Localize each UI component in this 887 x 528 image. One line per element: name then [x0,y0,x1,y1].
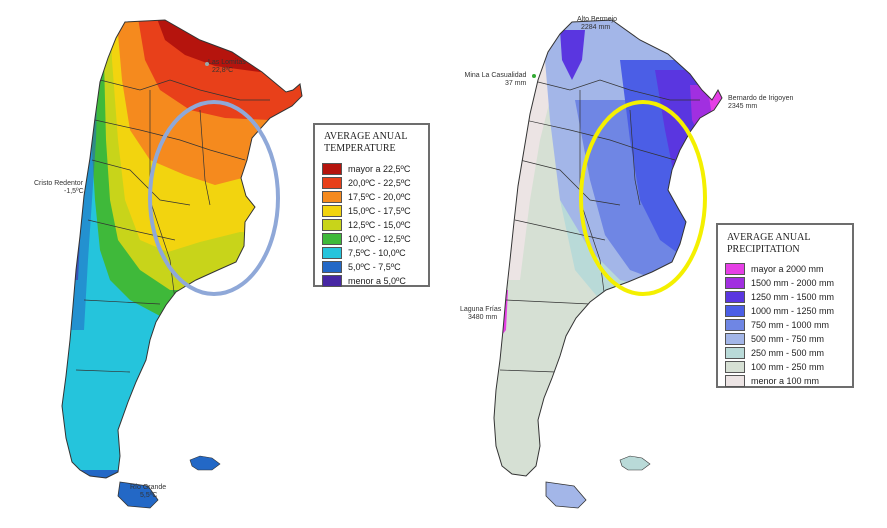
province-borders [75,79,270,373]
legend-label: 7,5ºC - 10,0ºC [348,247,406,258]
place-name: Cristo Redentor [34,180,84,187]
legend-swatch [322,274,342,287]
legend-label: mayor a 22,5ºC [348,163,411,174]
legend-item: 1250 mm - 1500 mm [725,290,834,303]
legend-swatch [322,176,342,189]
legend-item: 10,0ºC - 12,5ºC [322,232,411,245]
prec-band-yungas [560,30,585,80]
legend-label: 15,0ºC - 17,5ºC [348,205,411,216]
las-lomitas-marker [205,62,209,66]
place-value: 22,8ºC [212,67,234,74]
place-name: Laguna Frías [460,306,502,313]
legend-label: 20,0ºC - 22,5ºC [348,177,411,188]
place-name: Mina La Casualidad [464,72,527,79]
legend-swatch [322,190,342,203]
legend-item: menor a 5,0ºC [322,274,406,287]
legend-swatch [725,276,745,289]
temp-highlight-ellipse [148,100,280,296]
precipitation-legend: AVERAGE ANUAL PRECIPITATION mayor a 2000… [716,223,854,388]
legend-item: 12,5ºC - 15,0ºC [322,218,411,231]
legend-label: menor a 5,0ºC [348,275,406,286]
legend-item: 100 mm - 250 mm [725,360,824,373]
place-label-rio-grande: Río Grande 5,5ºC [130,484,166,500]
legend-title-line1: AVERAGE ANUAL [727,232,811,243]
legend-label: 250 mm - 500 mm [751,347,825,358]
legend-label: 100 mm - 250 mm [751,361,825,372]
legend-label: 5,0ºC - 7,5ºC [348,261,401,272]
place-value: 37 mm [505,80,527,87]
temp-malvinas [189,455,221,471]
place-value: 3480 mm [468,314,498,321]
legend-swatch [322,232,342,245]
legend-item: 1500 mm - 2000 mm [725,276,834,289]
legend-item: 750 mm - 1000 mm [725,318,829,331]
place-label-mina-la-casualidad: Mina La Casualidad 37 mm [463,72,527,88]
prec-malvinas [619,455,651,471]
legend-label: menor a 100 mm [751,375,820,386]
legend-item: 20,0ºC - 22,5ºC [322,176,411,189]
temp-country-outline [61,19,303,479]
legend-label: 1250 mm - 1500 mm [751,291,835,302]
legend-label: 500 mm - 750 mm [751,333,825,344]
legend-item: 1000 mm - 1250 mm [725,304,834,317]
legend-item: mayor a 2000 mm [725,262,824,275]
legend-swatch [322,260,342,273]
legend-swatch [725,290,745,303]
legend-item: 15,0ºC - 17,5ºC [322,204,411,217]
legend-title: AVERAGE ANUAL PRECIPITATION [727,232,810,256]
legend-swatch [725,262,745,275]
legend-item: 7,5ºC - 10,0ºC [322,246,406,259]
place-name: Las Lomitas [208,59,246,66]
place-label-alto-bermejo: Alto Bermejo 2284 mm [577,16,617,32]
legend-title-line2: TEMPERATURE [324,143,396,154]
legend-swatch [725,318,745,331]
prec-province-borders [499,79,700,373]
mina-la-casualidad-marker [532,74,536,78]
prec-country-outline [493,19,723,477]
legend-swatch [322,246,342,259]
legend-item: 250 mm - 500 mm [725,346,824,359]
legend-swatch [725,304,745,317]
legend-label: 1000 mm - 1250 mm [751,305,835,316]
place-label-bernardo-de-irigoyen: Bernardo de Irigoyen 2345 mm [728,95,793,111]
legend-item: 5,0ºC - 7,5ºC [322,260,401,273]
place-label-cristo-redentor: Cristo Redentor -1,5ºC [34,180,84,196]
legend-item: 500 mm - 750 mm [725,332,824,345]
temp-tierra-del-fuego [117,481,159,509]
legend-label: 12,5ºC - 15,0ºC [348,219,411,230]
place-label-laguna-frias: Laguna Frías 3480 mm [460,306,501,322]
legend-swatch [725,360,745,373]
legend-swatch [322,218,342,231]
legend-swatch [725,374,745,387]
legend-label: 17,5ºC - 20,0ºC [348,191,411,202]
legend-title-line2: PRECIPITATION [727,244,800,255]
temperature-legend: AVERAGE ANUAL TEMPERATURE mayor a 22,5ºC… [313,123,430,287]
legend-swatch [725,346,745,359]
legend-label: 10,0ºC - 12,5ºC [348,233,411,244]
legend-item: menor a 100 mm [725,374,819,387]
place-name: Río Grande [130,484,167,491]
legend-item: 17,5ºC - 20,0ºC [322,190,411,203]
legend-swatch [322,204,342,217]
place-value: -1,5ºC [64,188,84,195]
legend-label: 750 mm - 1000 mm [751,319,830,330]
legend-label: 1500 mm - 2000 mm [751,277,835,288]
legend-title-line1: AVERAGE ANUAL [324,131,408,142]
legend-title: AVERAGE ANUAL TEMPERATURE [324,131,407,155]
place-value: 5,5ºC [140,492,158,499]
place-name: Bernardo de Irigoyen [728,95,794,102]
temperature-map [61,19,303,509]
place-value: 2284 mm [581,24,611,31]
place-name: Alto Bermejo [577,16,618,23]
legend-swatch [725,332,745,345]
legend-item: mayor a 22,5ºC [322,162,410,175]
prec-highlight-ellipse [579,100,707,296]
legend-swatch [322,162,342,175]
place-label-las-lomitas: Las Lomitas 22,8ºC [208,59,246,75]
legend-label: mayor a 2000 mm [751,263,824,274]
place-value: 2345 mm [728,103,758,110]
prec-tierra-del-fuego [545,481,587,509]
